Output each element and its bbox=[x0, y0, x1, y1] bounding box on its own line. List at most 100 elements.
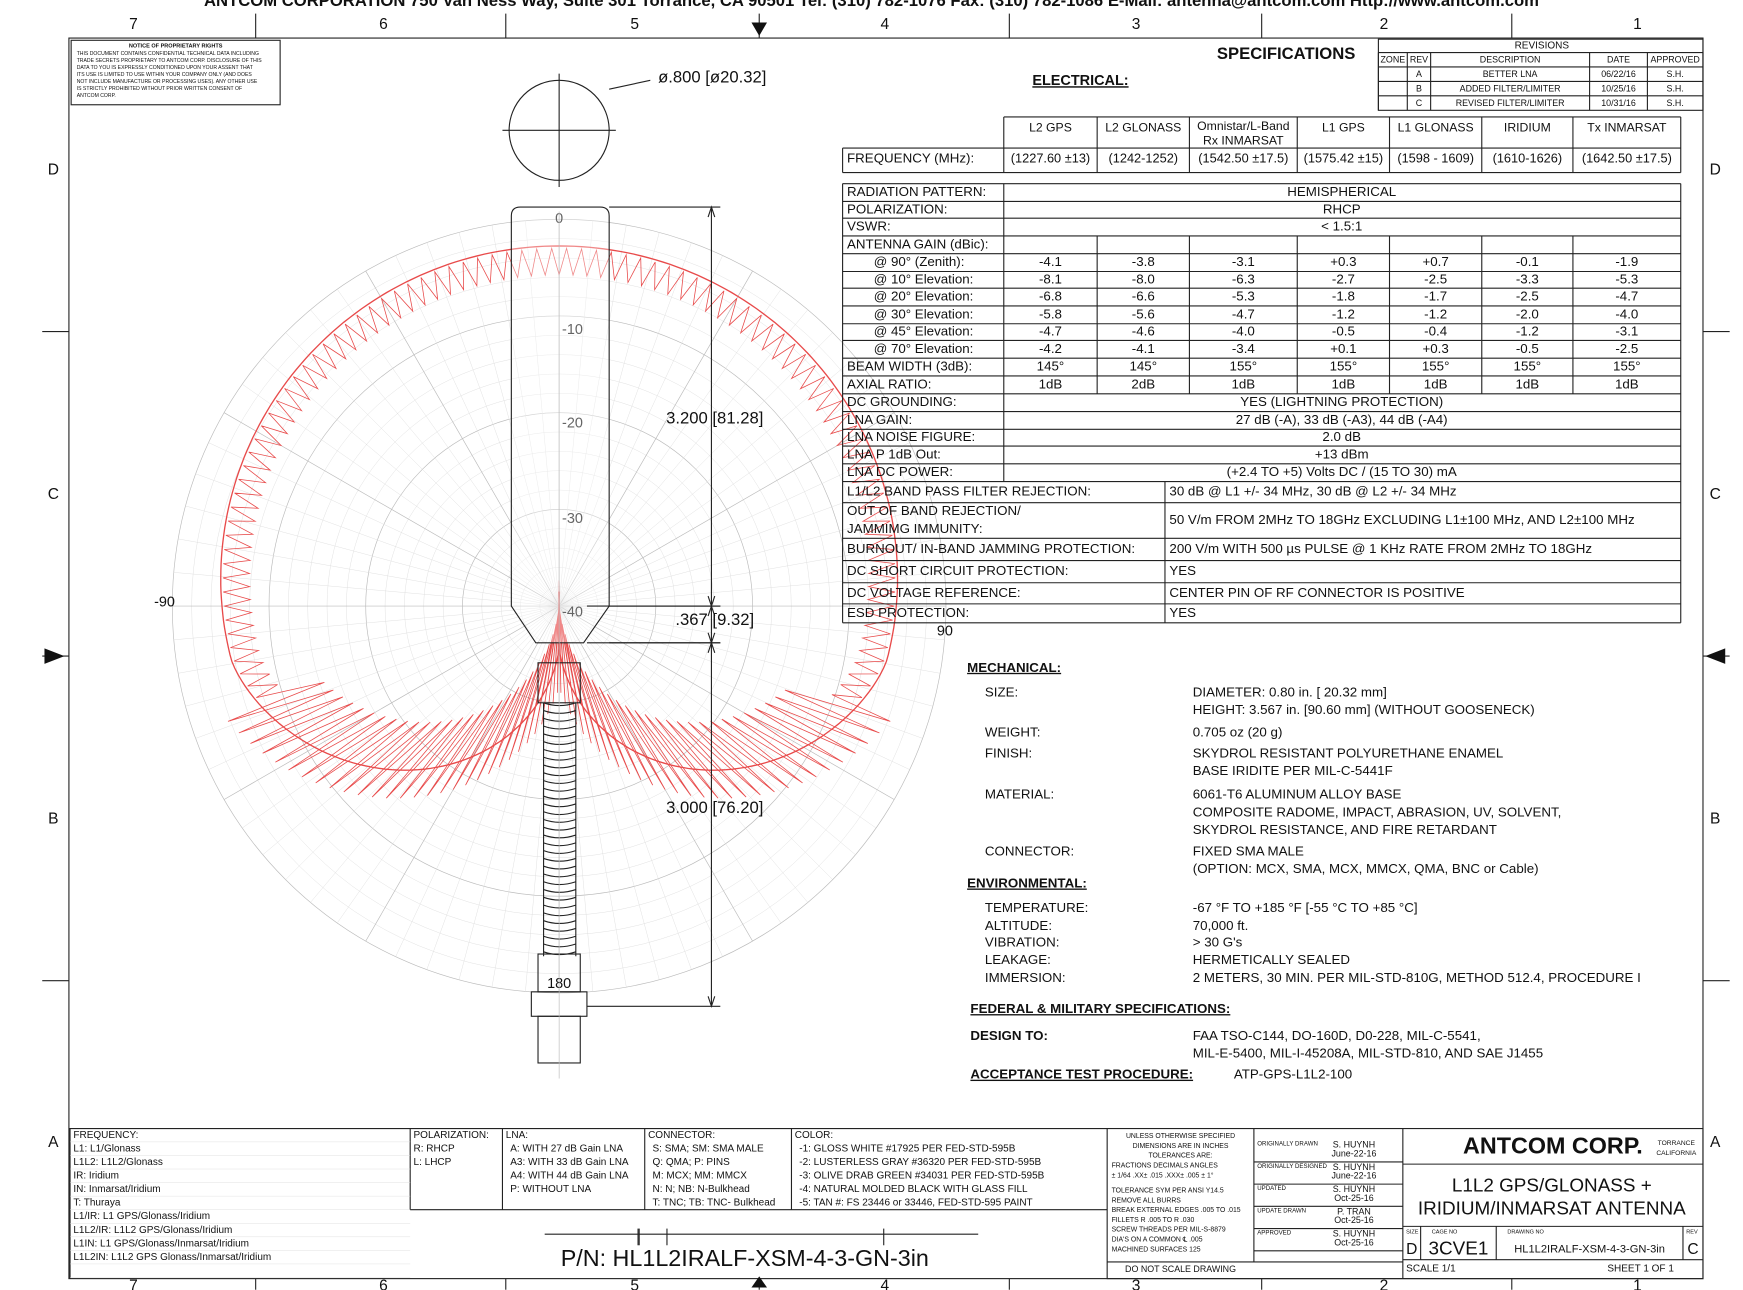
signature-date: June-22-16 bbox=[1331, 1148, 1376, 1158]
polar-spoke bbox=[185, 606, 559, 706]
cable-coil bbox=[544, 718, 576, 721]
tolerance-line: ± 1/64 .XX± .015 .XXX± .005 ± 1° bbox=[1112, 1171, 1214, 1179]
revision: C bbox=[1687, 1241, 1698, 1258]
revision-cell: A bbox=[1416, 69, 1422, 79]
legend-line: CONNECTOR: bbox=[648, 1130, 715, 1141]
signature-date: Oct-25-16 bbox=[1334, 1215, 1374, 1225]
row-value: 155° bbox=[1230, 359, 1258, 374]
polar-spoke bbox=[559, 606, 910, 769]
notice-line: ITS USE IS LIMITED TO USE WITHIN YOUR CO… bbox=[77, 72, 253, 78]
company-location: CALIFORNIA bbox=[1656, 1150, 1697, 1157]
frequency-value: (1542.50 ±17.5) bbox=[1198, 151, 1288, 166]
arrow bbox=[751, 23, 767, 36]
cable-coil bbox=[544, 820, 576, 823]
row-label: @ 20° Elevation: bbox=[874, 289, 974, 304]
dimension-label: 3.200 [81.28] bbox=[666, 409, 763, 428]
item-value: ATP-GPS-L1L2-100 bbox=[1234, 1067, 1352, 1082]
revision-cell: BETTER LNA bbox=[1483, 69, 1538, 79]
polar-label: 90 bbox=[937, 623, 953, 639]
gain-value: -3.3 bbox=[1516, 271, 1539, 286]
gain-value: -4.7 bbox=[1615, 289, 1638, 304]
column-header: L2 GPS bbox=[1029, 120, 1072, 134]
gain-value: -2.5 bbox=[1424, 271, 1447, 286]
gain-value: -6.3 bbox=[1232, 271, 1255, 286]
gain-value: -5.6 bbox=[1132, 306, 1155, 321]
spec-title: SPECIFICATIONS bbox=[1217, 44, 1356, 63]
cable-coil bbox=[544, 827, 576, 830]
item-value: 0.705 oz (20 g) bbox=[1193, 724, 1283, 739]
item-value: -67 °F TO +185 °F [-55 °C TO +85 °C] bbox=[1193, 900, 1418, 915]
item-label: LEAKAGE: bbox=[985, 952, 1051, 967]
arrow bbox=[44, 648, 64, 664]
zone-label: B bbox=[48, 811, 58, 828]
row-label: FREQUENCY (MHz): bbox=[847, 151, 974, 166]
frequency-value: (1642.50 ±17.5) bbox=[1582, 151, 1672, 166]
section-title: ELECTRICAL: bbox=[1032, 73, 1128, 89]
item-label: ACCEPTANCE TEST PROCEDURE: bbox=[970, 1067, 1193, 1082]
item-value: (OPTION: MCX, SMA, MCX, MMCX, QMA, BNC o… bbox=[1193, 861, 1539, 876]
cable-coil bbox=[544, 796, 576, 799]
frequency-value: (1575.42 ±15) bbox=[1304, 151, 1383, 166]
revisions-header: ZONE bbox=[1381, 55, 1406, 65]
legend-line: -1: GLOSS WHITE #17925 PER FED-STD-595B bbox=[799, 1143, 1016, 1154]
drawing-title: IRIDIUM/INMARSAT ANTENNA bbox=[1418, 1199, 1686, 1220]
tolerance-line: REMOVE ALL BURRS bbox=[1112, 1197, 1182, 1204]
cable-coil bbox=[544, 749, 576, 752]
revisions-header: REV bbox=[1410, 55, 1428, 65]
antenna-body bbox=[511, 207, 609, 643]
size: D bbox=[1406, 1241, 1417, 1258]
gain-value: -2.7 bbox=[1332, 271, 1355, 286]
gain-value: -0.4 bbox=[1424, 324, 1448, 339]
row-value: 1dB bbox=[1424, 376, 1448, 391]
row-value: (+2.4 TO +5) Volts DC / (15 TO 30) mA bbox=[1227, 464, 1457, 479]
gain-value: +0.3 bbox=[1422, 341, 1448, 356]
legend-line: N: N; NB: N-Bulkhead bbox=[653, 1184, 750, 1195]
zone-label: 4 bbox=[881, 16, 890, 33]
gain-value: +0.3 bbox=[1330, 254, 1356, 269]
row-value: 2dB bbox=[1131, 376, 1155, 391]
revision-cell: ADDED FILTER/LIMITER bbox=[1460, 84, 1561, 94]
item-value: FAA TSO-C144, DO-160D, D0-228, MIL-C-554… bbox=[1193, 1028, 1481, 1043]
item-value: 70,000 ft. bbox=[1193, 918, 1249, 933]
item-label: IMMERSION: bbox=[985, 970, 1066, 985]
row-label: POLARIZATION: bbox=[847, 201, 947, 216]
field-label: DRAWING NO bbox=[1507, 1229, 1544, 1235]
legend-line: FREQUENCY: bbox=[73, 1130, 138, 1141]
cable-coil bbox=[544, 928, 576, 931]
zone-label: 1 bbox=[1633, 16, 1642, 33]
gain-value: -3.4 bbox=[1232, 341, 1256, 356]
item-label: FINISH: bbox=[985, 745, 1032, 760]
cable-coil bbox=[544, 734, 576, 737]
gain-value: -4.6 bbox=[1132, 324, 1155, 339]
cable-coil bbox=[544, 781, 576, 784]
legend-line: IN: Inmarsat/Iridium bbox=[73, 1184, 160, 1195]
cable-coil bbox=[544, 936, 576, 939]
company-name: ANTCOM CORP. bbox=[1463, 1133, 1643, 1159]
signature-role: ORIGINALLY DESIGNED bbox=[1257, 1163, 1327, 1170]
frequency-value: (1598 - 1609) bbox=[1397, 151, 1474, 166]
gain-value: +0.7 bbox=[1422, 254, 1448, 269]
signature-role: APPROVED bbox=[1257, 1230, 1292, 1237]
polar-spoke bbox=[559, 606, 894, 799]
gain-value: -3.1 bbox=[1232, 254, 1255, 269]
cable-coil bbox=[544, 773, 576, 776]
dimension-label: 3.000 [76.20] bbox=[666, 798, 763, 817]
row-label: DC GROUNDING: bbox=[847, 394, 957, 409]
cable-coil bbox=[544, 804, 576, 807]
row-value: 200 V/m WITH 500 µs PULSE @ 1 KHz RATE F… bbox=[1169, 541, 1592, 556]
row-value: 30 dB @ L1 +/- 34 MHz, 30 dB @ L2 +/- 34… bbox=[1169, 484, 1456, 499]
gain-value: -5.8 bbox=[1039, 306, 1062, 321]
revisions-header: DESCRIPTION bbox=[1480, 55, 1541, 65]
notice-line: IS STRICTLY PROHIBITED WITHOUT PRIOR WRI… bbox=[77, 86, 242, 92]
leader bbox=[609, 80, 650, 89]
legend-line: L1L2: L1L2/Glonass bbox=[73, 1157, 163, 1168]
row-value: 155° bbox=[1330, 359, 1358, 374]
note: DO NOT SCALE DRAWING bbox=[1125, 1264, 1236, 1274]
tolerance-line: TOLERANCES ARE: bbox=[1148, 1153, 1212, 1160]
dimension-label: .367 [9.32] bbox=[675, 610, 754, 629]
row-label: AXIAL RATIO: bbox=[847, 376, 931, 391]
revisions-title: REVISIONS bbox=[1515, 40, 1570, 51]
gain-value: -6.8 bbox=[1039, 289, 1062, 304]
gain-value: -1.2 bbox=[1424, 306, 1447, 321]
row-value: 27 dB (-A), 33 dB (-A3), 44 dB (-A4) bbox=[1236, 412, 1448, 427]
